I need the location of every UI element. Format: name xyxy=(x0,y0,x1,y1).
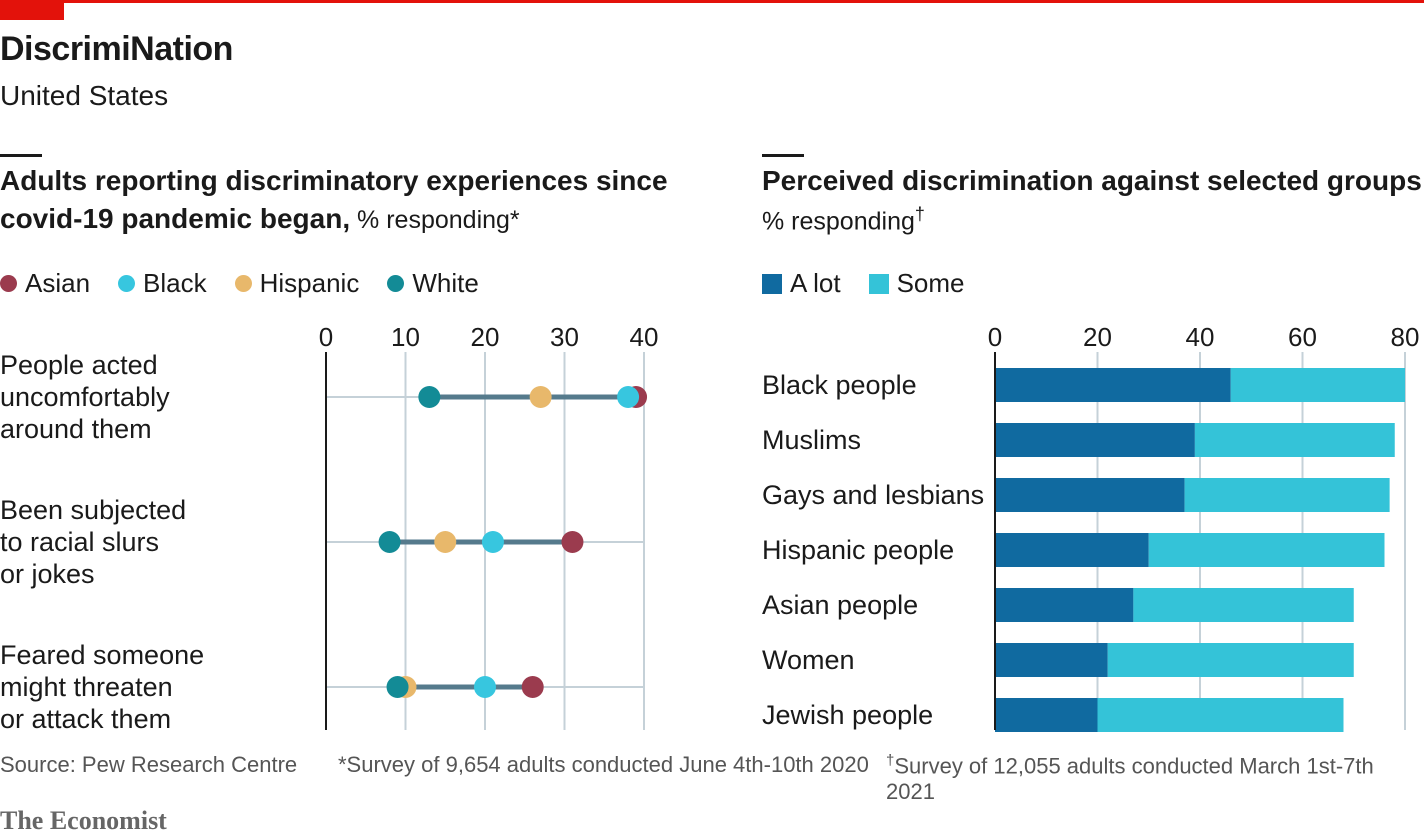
left-category-label: might threaten xyxy=(0,672,173,702)
chart-subtitle: United States xyxy=(0,80,169,111)
legend-item-asian: Asian xyxy=(0,268,90,299)
legend-item-some: Some xyxy=(868,268,965,299)
right-bar-some xyxy=(1194,423,1395,457)
left-tick-label-x: 30 xyxy=(550,322,579,352)
legend-item-white: White xyxy=(387,268,479,299)
right-bar-a-lot xyxy=(995,698,1098,732)
legend-label: Some xyxy=(896,268,965,298)
right-bar-a-lot xyxy=(995,588,1134,622)
left-panel-title-line2: covid-19 pandemic began, xyxy=(0,203,351,234)
left-tick-label-x: 40 xyxy=(630,322,659,352)
left-dot-black xyxy=(481,531,504,553)
legend-label: A lot xyxy=(790,268,841,298)
left-category-label: Been subjected xyxy=(0,495,186,525)
right-panel-unit-mark: † xyxy=(914,204,925,224)
legend-label: Asian xyxy=(25,268,91,298)
right-bar-some xyxy=(1184,478,1390,512)
left-dot-white xyxy=(378,531,401,553)
right-bar-some xyxy=(1230,368,1405,402)
legend-swatch xyxy=(234,275,252,292)
right-bar-a-lot xyxy=(995,478,1185,512)
footnote-left: *Survey of 9,654 adults conducted June 4… xyxy=(338,752,869,777)
legend-label: Black xyxy=(143,268,207,298)
right-tick-label-x: 0 xyxy=(988,322,1002,352)
footnote-right-wrap: †Survey of 12,055 adults conducted March… xyxy=(886,752,1424,805)
left-dot-black xyxy=(474,676,496,698)
left-dot-hispanic xyxy=(529,386,552,408)
left-dot-asian xyxy=(561,531,584,553)
legend-item-hispanic: Hispanic xyxy=(234,268,360,299)
right-category-label: Women xyxy=(762,645,855,675)
right-panel-unit-wrap: % responding† xyxy=(762,204,925,236)
left-panel-rule xyxy=(0,154,42,157)
legend-swatch xyxy=(118,275,136,292)
left-category-label: around them xyxy=(0,414,152,444)
left-legend: Asian Black Hispanic White xyxy=(0,268,507,299)
left-dot-black xyxy=(617,386,640,408)
right-bar-some xyxy=(1107,643,1354,677)
right-panel-rule xyxy=(762,154,804,157)
left-category-label: uncomfortably xyxy=(0,382,170,412)
right-bar-a-lot xyxy=(995,368,1231,402)
left-panel-title: Adults reporting discriminatory experien… xyxy=(0,162,668,239)
top-red-tab xyxy=(0,0,64,20)
right-bar-some xyxy=(1097,698,1344,732)
footnote-right-mark: † xyxy=(886,752,895,769)
left-dot-hispanic xyxy=(434,531,457,553)
right-tick-label-x: 80 xyxy=(1391,322,1420,352)
left-dot-white xyxy=(386,676,409,698)
right-bar-some xyxy=(1133,588,1354,622)
legend-swatch xyxy=(868,273,889,294)
left-category-label: People acted xyxy=(0,350,158,380)
economist-logo: The Economist xyxy=(0,806,167,835)
right-bar-a-lot xyxy=(995,643,1108,677)
legend-swatch xyxy=(387,275,405,292)
right-tick-label-x: 20 xyxy=(1083,322,1112,352)
legend-label: Hispanic xyxy=(259,268,360,298)
right-tick-label-x: 60 xyxy=(1288,322,1317,352)
left-panel-title-line1: Adults reporting discriminatory experien… xyxy=(0,165,668,196)
chart-title: DiscrimiNation xyxy=(0,30,233,68)
legend-swatch xyxy=(0,275,17,292)
legend-label: White xyxy=(412,268,479,298)
right-category-label: Black people xyxy=(762,370,917,400)
right-legend: A lot Some xyxy=(762,268,993,299)
right-category-label: Hispanic people xyxy=(762,535,954,565)
left-category-label: or jokes xyxy=(0,559,95,589)
right-tick-label-x: 40 xyxy=(1186,322,1215,352)
legend-item-black: Black xyxy=(118,268,207,299)
left-tick-label-x: 20 xyxy=(471,322,500,352)
footnote-right: Survey of 12,055 adults conducted March … xyxy=(886,753,1374,805)
right-bar-a-lot xyxy=(995,533,1149,567)
source-note: Source: Pew Research Centre xyxy=(0,752,298,777)
left-panel-unit: % responding* xyxy=(350,206,520,234)
right-bar-a-lot xyxy=(995,423,1195,457)
left-tick-label-x: 0 xyxy=(319,322,333,352)
right-panel-title: Perceived discrimination against selecte… xyxy=(762,165,1422,196)
left-dot-white xyxy=(418,386,441,408)
left-category-label: Feared someone xyxy=(0,640,204,670)
right-category-label: Gays and lesbians xyxy=(762,480,984,510)
right-bar-some xyxy=(1148,533,1385,567)
top-red-line xyxy=(0,0,1424,3)
right-panel-unit: % responding xyxy=(762,207,915,236)
right-category-label: Muslims xyxy=(762,425,861,455)
right-category-label: Jewish people xyxy=(762,700,933,730)
left-category-label: or attack them xyxy=(0,704,171,734)
left-dot-asian xyxy=(521,676,544,698)
legend-item-a-lot: A lot xyxy=(762,268,841,299)
left-tick-label-x: 10 xyxy=(391,322,420,352)
left-category-label: to racial slurs xyxy=(0,527,159,557)
right-category-label: Asian people xyxy=(762,590,918,620)
legend-swatch xyxy=(762,273,782,294)
